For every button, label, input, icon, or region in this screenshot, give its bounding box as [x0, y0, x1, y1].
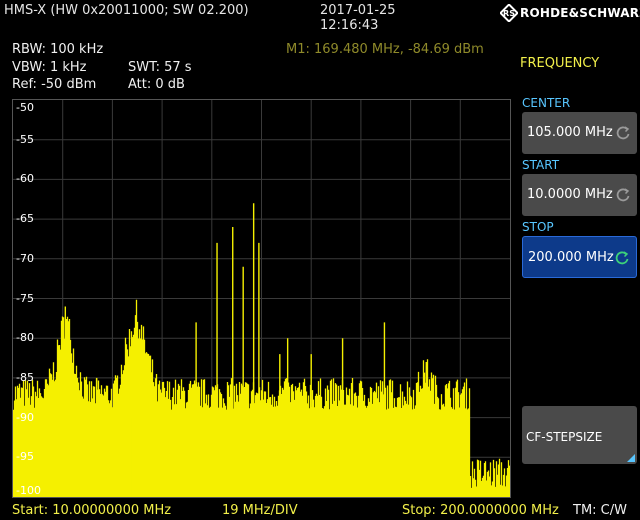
- y-tick-label: -60: [16, 172, 34, 186]
- time-readout: 12:16:43: [320, 18, 379, 33]
- stop-frequency-readout: Stop: 200.0000000 MHz: [402, 503, 559, 518]
- center-value: 105.000 MHz: [527, 125, 613, 140]
- stop-frequency-softkey[interactable]: 200.000 MHz: [522, 236, 637, 278]
- menu-title: FREQUENCY: [520, 56, 600, 71]
- y-tick-label: -65: [16, 212, 34, 226]
- peak-marks: [38, 203, 469, 497]
- spectrum-svg: [13, 100, 510, 497]
- ref-level-readout: Ref: -50 dBm: [12, 77, 97, 92]
- rotary-knob-icon: [616, 126, 630, 140]
- y-tick-label: -90: [16, 410, 34, 424]
- brand-logo: RS ROHDE&SCHWARZ: [500, 4, 640, 22]
- marker-readout: M1: 169.480 MHz, -84.69 dBm: [286, 42, 484, 57]
- start-label: START: [522, 158, 560, 172]
- center-frequency-softkey[interactable]: 105.000 MHz: [522, 112, 637, 154]
- center-label: CENTER: [522, 96, 571, 110]
- div-readout: 19 MHz/DIV: [222, 503, 298, 518]
- y-tick-label: -70: [16, 251, 34, 265]
- y-tick-label: -100: [16, 484, 41, 497]
- y-tick-label: -95: [16, 450, 34, 464]
- logo-text: ROHDE&SCHWARZ: [520, 6, 640, 20]
- start-frequency-softkey[interactable]: 10.0000 MHz: [522, 174, 637, 216]
- y-tick-label: -85: [16, 370, 34, 384]
- start-value: 10.0000 MHz: [527, 187, 613, 202]
- spectrum-plot[interactable]: [12, 99, 511, 498]
- stop-value: 200.000 MHz: [528, 250, 614, 265]
- rs-diamond-icon: RS: [500, 4, 518, 22]
- attenuation-readout: Att: 0 dB: [128, 77, 185, 92]
- cf-stepsize-label: CF-STEPSIZE: [526, 430, 603, 444]
- y-tick-label: -75: [16, 291, 34, 305]
- rotary-knob-icon: [615, 251, 629, 265]
- swt-readout: SWT: 57 s: [128, 60, 192, 75]
- rbw-readout: RBW: 100 kHz: [12, 42, 104, 57]
- submenu-corner-icon: [627, 454, 635, 462]
- cf-stepsize-softkey[interactable]: CF-STEPSIZE: [522, 406, 637, 464]
- y-tick-label: -80: [16, 331, 34, 345]
- stop-label: STOP: [522, 220, 554, 234]
- instrument-model: HMS-X (HW 0x20011000; SW 02.200): [4, 3, 249, 18]
- rotary-knob-icon: [616, 188, 630, 202]
- date-readout: 2017-01-25: [320, 3, 396, 18]
- start-frequency-readout: Start: 10.00000000 MHz: [12, 503, 172, 518]
- y-tick-label: -55: [16, 132, 34, 146]
- vbw-readout: VBW: 1 kHz: [12, 60, 87, 75]
- spectrum-trace: [13, 299, 510, 497]
- noise-floor-trace: [13, 299, 510, 497]
- svg-text:RS: RS: [503, 9, 515, 18]
- trace-mode-readout: TM: C/W: [573, 503, 627, 518]
- y-tick-label: -50: [16, 101, 34, 114]
